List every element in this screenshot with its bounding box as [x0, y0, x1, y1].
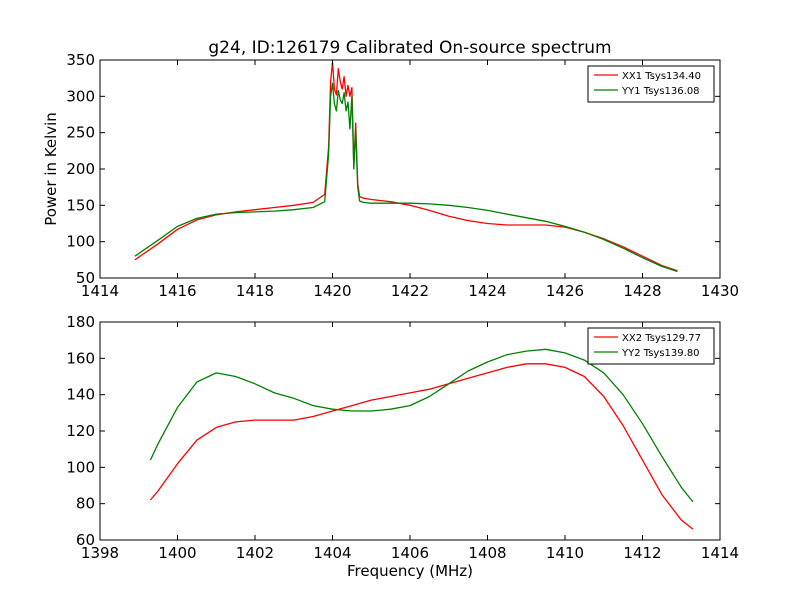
x-tick-label: 1414 — [701, 544, 739, 562]
x-tick-label: 1426 — [546, 282, 584, 300]
legend-box — [587, 65, 715, 103]
y-tick-label: 140 — [66, 386, 95, 404]
x-tick-label: 1404 — [313, 544, 351, 562]
y-tick-label: 100 — [66, 458, 95, 476]
legend-box — [587, 327, 715, 365]
legend-label: YY1 Tsys136.08 — [621, 86, 700, 97]
y-tick-label: 250 — [66, 124, 95, 142]
legend: XX1 Tsys134.40 YY1 Tsys136.08 — [587, 65, 715, 103]
series-line-2-1 — [149, 363, 694, 530]
x-tick-label: 1402 — [236, 544, 274, 562]
top-plot-panel: 1414 1416 1418 1420 1422 1424 1426 1428 1430 50 10… — [42, 51, 739, 300]
figure-title: g24, ID:126179 Calibrated On-source spec… — [208, 38, 611, 58]
legend-label: YY2 Tsys139.80 — [621, 348, 700, 359]
series-line-1-2 — [134, 82, 678, 273]
y-tick-label: 50 — [76, 269, 95, 287]
x-tick-label: 1424 — [468, 282, 506, 300]
x-tick-label: 1406 — [391, 544, 429, 562]
y-tick-label: 180 — [66, 313, 95, 331]
y-tick-label: 160 — [66, 349, 95, 367]
y-tick-label: 200 — [66, 160, 95, 178]
legend-label: XX2 Tsys129.77 — [622, 333, 701, 344]
y-tick-label: 300 — [66, 87, 95, 105]
y-tick-label: 80 — [76, 495, 95, 513]
x-tick-label: 1420 — [313, 282, 351, 300]
x-tick-label: 1400 — [158, 544, 196, 562]
x-tick-label: 1412 — [623, 544, 661, 562]
x-tick-label: 1418 — [236, 282, 274, 300]
x-tick-label: 1414 — [81, 282, 119, 300]
bottom-plot-panel: 1398 1400 1402 1404 1406 1408 1410 1412 1414 60 80… — [66, 313, 739, 580]
y-tick-label: 120 — [66, 422, 95, 440]
y-tick-label: 60 — [76, 531, 95, 549]
x-tick-label: 1410 — [546, 544, 584, 562]
series-line-1-1 — [134, 61, 678, 272]
x-tick-label: 1422 — [391, 282, 429, 300]
legend-label: XX1 Tsys134.40 — [622, 71, 701, 82]
y-axis-label: Power in Kelvin — [42, 112, 60, 226]
x-axis-label: Frequency (MHz) — [347, 562, 473, 580]
x-tick-label: 1398 — [81, 544, 119, 562]
series-line-2-2 — [149, 348, 694, 503]
y-tick-label: 100 — [66, 233, 95, 251]
x-tick-label: 1408 — [468, 544, 506, 562]
x-tick-label: 1428 — [623, 282, 661, 300]
y-tick-label: 150 — [66, 196, 95, 214]
x-tick-label: 1416 — [158, 282, 196, 300]
x-tick-label: 1430 — [701, 282, 739, 300]
legend: XX2 Tsys129.77 YY2 Tsys139.80 — [587, 327, 715, 365]
y-tick-label: 350 — [66, 51, 95, 69]
